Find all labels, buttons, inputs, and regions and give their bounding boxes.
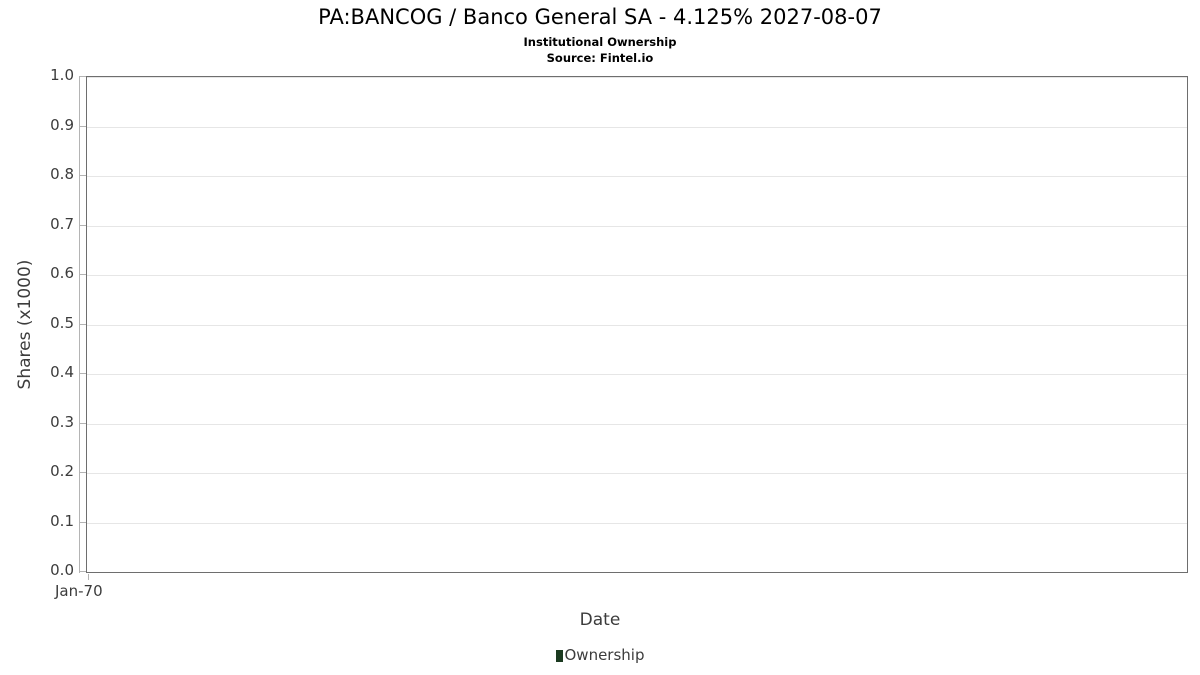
y-tick-label: 0.0 [50,561,74,579]
y-tick-label: 0.5 [50,313,74,332]
y-tick-label: 0.8 [50,165,74,183]
gridline [87,127,1187,128]
chart-subtitle: Institutional Ownership [523,35,677,49]
chart-legend: Ownership [0,648,1200,663]
y-tick-mark [79,571,86,572]
legend-label: Ownership [564,646,645,664]
y-tick-mark [79,225,86,226]
y-tick-mark [79,472,86,473]
chart-title: PA:BANCOG / Banco General SA - 4.125% 20… [318,5,882,29]
y-tick-label: 0.4 [50,363,74,381]
gridline [87,473,1187,474]
y-tick-label: 0.3 [50,412,74,431]
legend-swatch-icon [555,649,563,662]
gridline [87,275,1187,276]
y-tick-mark [79,274,86,275]
gridline [87,226,1187,227]
y-tick-mark [79,324,86,325]
y-tick-mark [79,522,86,523]
y-tick-mark [79,423,86,424]
gridline [87,77,1187,78]
y-tick-label: 0.6 [50,264,74,282]
y-tick-label: 0.7 [50,214,74,233]
x-tick-mark [88,574,89,580]
y-tick-label: 0.9 [50,115,74,134]
y-tick-label: 1.0 [50,66,74,84]
y-tick-label: 0.1 [50,511,74,530]
gridline [87,176,1187,177]
gridline [87,424,1187,425]
gridline [87,523,1187,524]
y-tick-label: 0.2 [50,462,74,480]
chart-source-attribution: Source: Fintel.io [546,51,654,65]
legend-item[interactable]: Ownership [555,646,645,664]
plot-area [86,76,1188,573]
gridline [87,374,1187,375]
y-tick-mark [79,373,86,374]
x-axis-title: Date [579,610,621,630]
gridline [87,325,1187,326]
x-tick-label: Jan-70 [55,582,103,600]
y-tick-mark [79,126,86,127]
y-tick-mark [79,175,86,176]
y-tick-mark [79,76,86,77]
